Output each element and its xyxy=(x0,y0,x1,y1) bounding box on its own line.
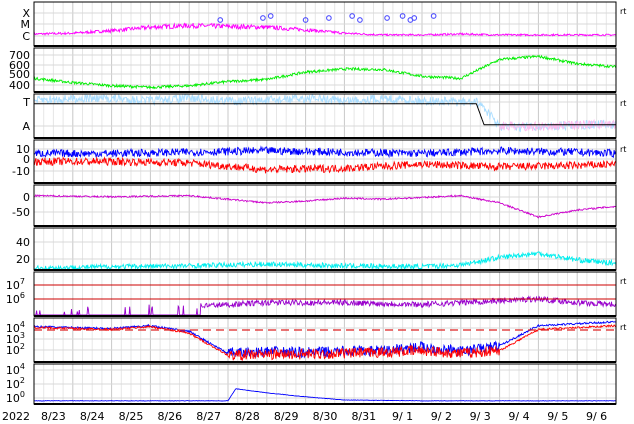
y-tick-label: 106 xyxy=(6,291,25,306)
panel-dst xyxy=(33,193,617,219)
year-label: 2022 xyxy=(2,410,30,423)
grid-layer xyxy=(33,2,617,404)
y-tick-label: 600 xyxy=(9,59,30,72)
y-tick-label: 700 xyxy=(9,49,30,62)
y-tick-label: 104 xyxy=(6,320,25,335)
x-tick-label: 8/24 xyxy=(80,410,105,423)
y-tick-label: -10 xyxy=(12,165,30,178)
panel-solar-wind-speed xyxy=(33,54,617,90)
flare-marker xyxy=(411,15,418,21)
flare-marker xyxy=(217,17,224,23)
series-xray-class-0 xyxy=(33,22,617,38)
y-tick-label: 500 xyxy=(9,68,30,81)
series-high-energy-proton-0 xyxy=(34,388,617,402)
x-tick-label: 8/29 xyxy=(274,410,299,423)
panel-side-label: rt xyxy=(620,323,626,332)
x-tick-label: 9/ 1 xyxy=(392,410,413,423)
panel-side-label: rt xyxy=(620,145,626,154)
x-tick-label: 8/26 xyxy=(157,410,182,423)
x-tick-label: 8/23 xyxy=(41,410,66,423)
flare-marker xyxy=(399,13,406,19)
flare-marker xyxy=(357,17,363,23)
y-tick-label: A xyxy=(22,120,30,133)
y-tick-label: X xyxy=(22,7,30,20)
series-imf-sector-1 xyxy=(499,118,617,132)
series-kp-0 xyxy=(34,251,617,271)
panel-kp xyxy=(34,251,617,271)
y-tick-label: 400 xyxy=(9,79,30,92)
flare-marker xyxy=(349,13,356,19)
y-tick-label: -50 xyxy=(12,206,30,219)
series-proton-flux-0 xyxy=(33,320,617,359)
y-tick-label: 107 xyxy=(6,277,25,292)
flare-marker xyxy=(326,15,332,21)
y-tick-label: 20 xyxy=(16,253,30,266)
x-tick-label: 9/ 3 xyxy=(470,410,491,423)
x-tick-label: 8/30 xyxy=(313,410,338,423)
y-tick-label: 0 xyxy=(23,191,30,204)
y-tick-label: 40 xyxy=(16,236,30,249)
flare-marker xyxy=(302,17,309,23)
series-imf-sector-2 xyxy=(34,103,616,126)
y-tick-label: 102 xyxy=(6,342,25,357)
panel-side-label: rt xyxy=(620,99,626,108)
frame-layer xyxy=(33,1,617,405)
series-layer xyxy=(33,13,617,402)
y-tick-label: 10 xyxy=(16,143,30,156)
panel-high-energy-proton xyxy=(34,388,617,402)
x-tick-label: 9/ 4 xyxy=(508,410,529,423)
y-tick-label: M xyxy=(21,18,31,31)
panel-proton-flux xyxy=(33,320,617,362)
series-proton-flux-1 xyxy=(33,324,617,362)
flare-marker xyxy=(384,15,390,21)
flare-marker xyxy=(430,13,437,19)
y-tick-label: 103 xyxy=(6,331,25,346)
panel-xray-class xyxy=(33,13,617,38)
x-tick-label: 9/ 2 xyxy=(431,410,452,423)
series-imf-bz-1 xyxy=(33,156,617,174)
y-tick-label: 102 xyxy=(6,376,25,391)
y-tick-label: 0 xyxy=(23,153,30,166)
series-solar-wind-speed-0 xyxy=(33,54,617,90)
flare-marker xyxy=(267,13,274,19)
series-imf-bz-0 xyxy=(33,145,617,159)
x-tick-label: 8/27 xyxy=(196,410,221,423)
label-layer: XMCrt700600500400TArt100-10rt0-504020107… xyxy=(6,7,627,423)
panel-imf-sector xyxy=(33,93,617,133)
panel-side-label: rt xyxy=(620,7,626,16)
x-tick-label: 9/ 5 xyxy=(547,410,568,423)
x-tick-label: 9/ 6 xyxy=(586,410,607,423)
y-tick-label: 104 xyxy=(6,362,25,377)
x-tick-label: 8/28 xyxy=(235,410,260,423)
panel-side-label: rt xyxy=(620,277,626,286)
panel-imf-bz xyxy=(33,145,617,174)
y-tick-label: T xyxy=(22,96,30,109)
y-tick-label: C xyxy=(22,30,30,43)
flare-marker xyxy=(260,15,266,21)
series-dst-0 xyxy=(33,193,617,219)
y-tick-label: 100 xyxy=(6,390,25,405)
x-tick-label: 8/31 xyxy=(351,410,376,423)
x-tick-label: 8/25 xyxy=(119,410,144,423)
series-imf-sector-0 xyxy=(33,93,617,133)
